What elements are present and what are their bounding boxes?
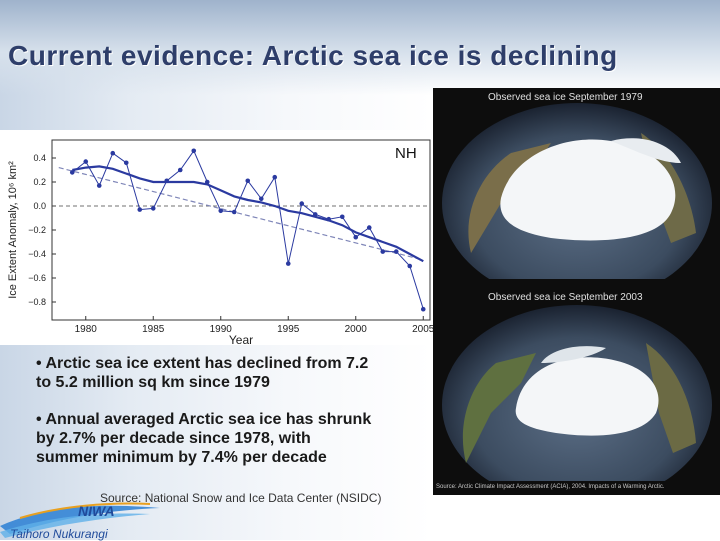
sea-ice-satellite-panel: Observed sea ice September 1979 Observed… bbox=[433, 88, 720, 495]
y-tick-label: 0.0 bbox=[33, 201, 46, 211]
hemisphere-label: NH bbox=[395, 145, 417, 162]
y-tick-label: 0.4 bbox=[33, 153, 46, 163]
y-tick-label: −0.4 bbox=[28, 249, 46, 259]
x-tick-label: 1980 bbox=[75, 324, 98, 335]
annual-data-point bbox=[69, 170, 75, 175]
sea-ice-1979-map bbox=[442, 103, 712, 279]
annual-data-point bbox=[353, 234, 359, 240]
x-tick-label: 1985 bbox=[142, 324, 165, 335]
slide-title: Current evidence: Arctic sea ice is decl… bbox=[8, 40, 618, 71]
annual-data-point bbox=[137, 207, 143, 212]
annual-data-point bbox=[177, 167, 183, 173]
x-tick-label: 2000 bbox=[345, 324, 368, 335]
trend-line bbox=[58, 167, 424, 261]
sea-ice-2003-map bbox=[442, 305, 712, 481]
bullet-list: • Arctic sea ice extent has declined fro… bbox=[36, 354, 376, 485]
annual-data-point bbox=[380, 249, 386, 254]
source-note: Source: National Snow and Ice Data Cente… bbox=[100, 491, 381, 505]
annual-data-point bbox=[366, 225, 372, 230]
annual-data-point bbox=[326, 216, 332, 222]
annual-data-point bbox=[245, 178, 251, 184]
svg-text:NIWA: NIWA bbox=[78, 503, 115, 519]
y-tick-label: −0.2 bbox=[28, 225, 46, 235]
annual-series-line bbox=[71, 149, 424, 310]
bullet-item: • Arctic sea ice extent has declined fro… bbox=[36, 355, 369, 391]
annual-data-point bbox=[218, 208, 224, 214]
source-note-text: Source: National Snow and Ice Data Cente… bbox=[100, 491, 382, 505]
x-tick-label: 1995 bbox=[277, 324, 300, 335]
photo-source-caption: Source: Arctic Climate Impact Assessment… bbox=[436, 484, 665, 490]
annual-data-point bbox=[312, 212, 318, 217]
logo-tagline: Taihoro Nukurangi bbox=[10, 527, 108, 541]
annual-data-point bbox=[83, 159, 89, 164]
annual-data-point bbox=[191, 148, 197, 154]
annual-data-point bbox=[393, 249, 399, 254]
x-axis-label: Year bbox=[229, 333, 253, 345]
annual-data-point bbox=[96, 183, 102, 188]
smoothed-series-line bbox=[72, 165, 424, 263]
photo-caption-2003: Observed sea ice September 2003 bbox=[488, 292, 643, 303]
slide-header-band bbox=[0, 0, 720, 95]
niwa-logo: NIWA bbox=[0, 502, 160, 538]
annual-data-point bbox=[231, 209, 237, 215]
y-axis-label: Ice Extent Anomaly, 10⁶ km² bbox=[7, 161, 19, 299]
annual-data-point bbox=[204, 179, 210, 185]
annual-data-point bbox=[285, 261, 291, 266]
x-tick-label: 2005 bbox=[412, 324, 435, 335]
annual-data-point bbox=[150, 206, 156, 211]
annual-data-point bbox=[272, 174, 278, 180]
annual-data-point bbox=[110, 150, 116, 156]
annual-data-point bbox=[299, 201, 305, 206]
annual-data-point bbox=[407, 263, 413, 269]
photo-caption-1979: Observed sea ice September 1979 bbox=[488, 92, 643, 103]
sea-ice-anomaly-chart: 0.4 0.2 0.0 −0.2 −0.4 −0.6 −0.8 1980 1985 1990 199… bbox=[0, 130, 435, 345]
x-tick-label: 1990 bbox=[210, 324, 233, 335]
bullet-item: • Annual averaged Arctic sea ice has shr… bbox=[36, 411, 372, 466]
annual-data-point bbox=[123, 160, 129, 166]
annual-data-point bbox=[420, 306, 426, 312]
annual-data-point bbox=[339, 214, 345, 220]
y-tick-label: −0.6 bbox=[28, 273, 46, 283]
annual-data-point bbox=[258, 196, 264, 202]
y-tick-label: 0.2 bbox=[33, 177, 46, 187]
y-tick-label: −0.8 bbox=[28, 297, 46, 307]
annual-data-point bbox=[164, 178, 170, 184]
